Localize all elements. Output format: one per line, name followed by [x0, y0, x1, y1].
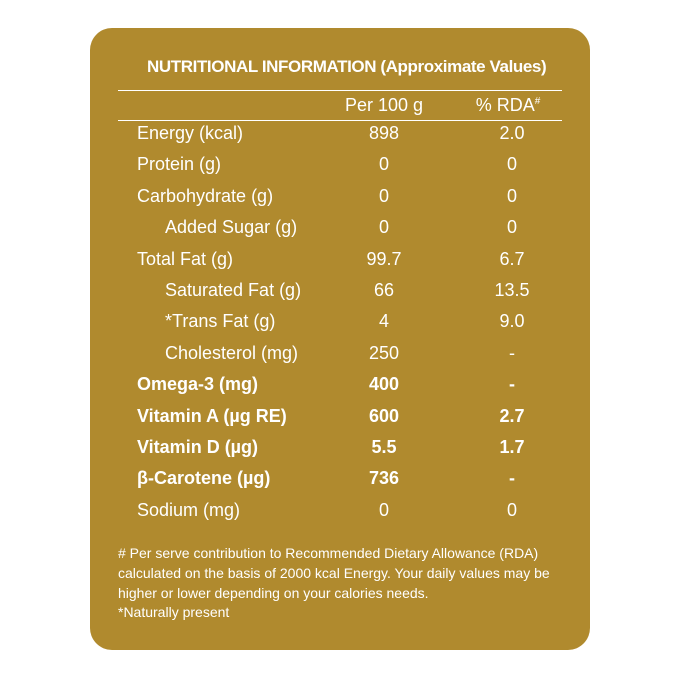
nutrient-value: 9.0	[499, 311, 525, 332]
rda-mark: #	[534, 96, 541, 107]
nutrient-label: Sodium (mg)	[137, 499, 241, 520]
nutrient-value: 600	[368, 405, 400, 426]
nutrient-value: 0	[506, 499, 518, 520]
nutrient-value: 250	[368, 342, 400, 363]
nutrient-value: 0	[506, 217, 518, 238]
nutrient-value: 13.5	[494, 280, 530, 300]
label-panel	[90, 28, 590, 650]
footnote: # Per serve contribution to Recommended …	[118, 545, 539, 561]
nutrient-value: 0	[378, 185, 390, 206]
nutrient-value: 0	[378, 217, 390, 238]
nutrient-value: 2.7	[499, 405, 525, 426]
nutrient-value: -	[509, 342, 515, 363]
nutrient-value: 0	[378, 154, 390, 175]
nutrient-value: 1.7	[499, 437, 525, 457]
nutrient-value: -	[509, 374, 515, 395]
nutrient-value: 400	[368, 374, 400, 395]
nutrient-label: β-Carotene (µg)	[137, 468, 271, 489]
nutrient-value: 99.7	[366, 248, 402, 269]
nutrient-value: 0	[506, 185, 518, 206]
column-header-text: % RDA	[475, 95, 535, 115]
nutrient-label: Energy (kcal)	[137, 123, 244, 143]
nutrient-value: 4	[378, 311, 390, 332]
nutrient-value: 898	[368, 123, 400, 143]
nutrient-label: Total Fat (g)	[137, 248, 234, 269]
nutrient-label: Vitamin D (µg)	[137, 437, 259, 457]
nutrient-value: 5.5	[371, 437, 397, 457]
footnote: higher or lower depending on your calori…	[118, 585, 429, 601]
rule	[118, 120, 562, 121]
column-header: % RDA#	[476, 96, 541, 114]
nutrient-label: Vitamin A (µg RE)	[137, 405, 287, 426]
nutrient-label: Protein (g)	[137, 154, 222, 175]
nutrient-label: Saturated Fat (g)	[165, 280, 302, 300]
footnote: calculated on the basis of 2000 kcal Ene…	[118, 565, 550, 581]
nutrient-value: 66	[373, 280, 395, 300]
nutrient-value: 6.7	[499, 248, 525, 269]
nutrient-label: Cholesterol (mg)	[165, 342, 299, 363]
rule	[118, 90, 562, 91]
nutrient-value: 0	[506, 154, 518, 175]
nutrient-label: Omega-3 (mg)	[137, 374, 259, 395]
column-header: Per 100 g	[344, 95, 424, 115]
nutrient-value: -	[509, 468, 515, 489]
nutrient-label: Carbohydrate (g)	[137, 185, 274, 206]
nutrient-label: *Trans Fat (g)	[165, 311, 276, 332]
nutrient-label: Added Sugar (g)	[165, 217, 298, 238]
nutrient-value: 736	[368, 468, 400, 489]
nutrient-value: 2.0	[499, 123, 525, 143]
nutrient-value: 0	[378, 499, 390, 520]
title: NUTRITIONAL INFORMATION (Approximate Val…	[147, 57, 547, 76]
footnote: *Naturally present	[118, 604, 230, 620]
